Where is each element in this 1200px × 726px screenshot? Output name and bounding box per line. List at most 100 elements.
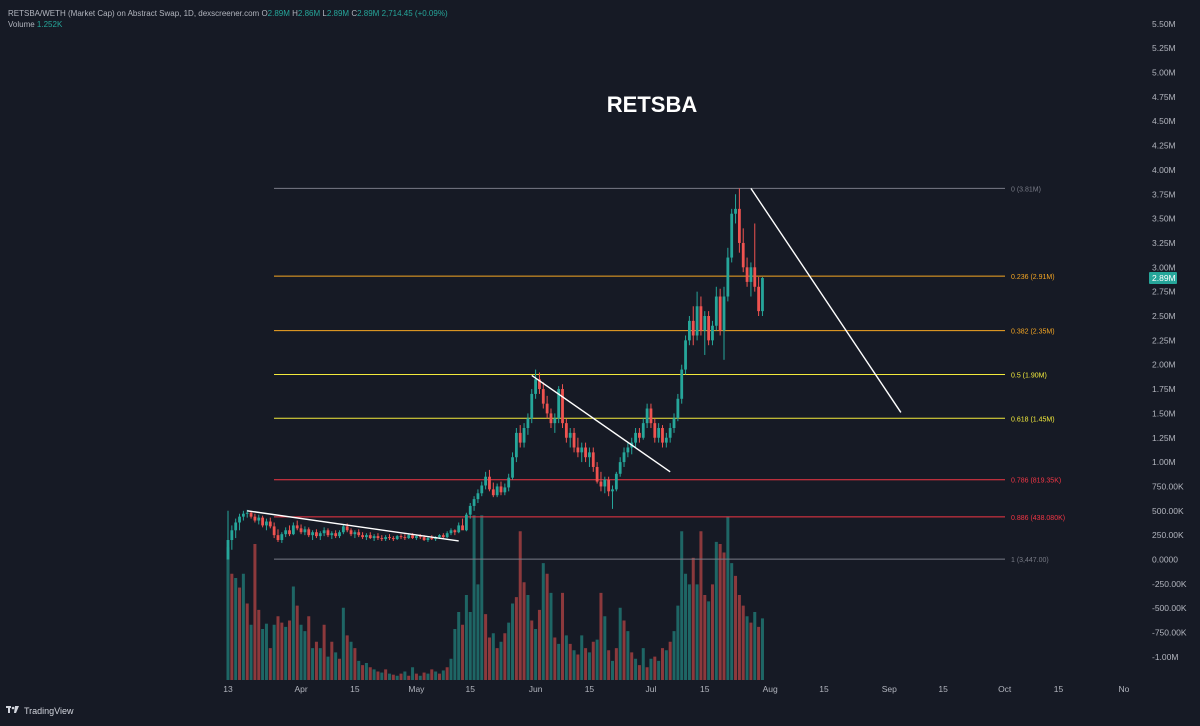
candle-body bbox=[707, 316, 711, 341]
volume-bar bbox=[249, 624, 253, 680]
price-axis-tick: -250.00K bbox=[1152, 579, 1187, 589]
trendline[interactable] bbox=[531, 374, 671, 473]
volume-bar bbox=[591, 641, 595, 680]
tradingview-logo[interactable]: TradingView bbox=[6, 705, 74, 717]
volume-bar bbox=[518, 531, 522, 680]
volume-bar bbox=[757, 626, 761, 680]
candle-body bbox=[349, 530, 353, 535]
volume-bar bbox=[288, 620, 292, 680]
candle-body bbox=[699, 306, 703, 331]
price-axis-tick: 2.00M bbox=[1152, 360, 1176, 370]
volume-bar bbox=[572, 650, 576, 680]
volume-bar bbox=[468, 612, 472, 680]
volume-bar bbox=[445, 667, 449, 680]
volume-bar bbox=[699, 531, 703, 680]
candle-body bbox=[488, 476, 491, 490]
volume-bar bbox=[487, 637, 491, 680]
symbol-header[interactable]: RETSBA/WETH (Market Cap) on Abstract Swa… bbox=[8, 9, 448, 18]
volume-bar bbox=[299, 624, 303, 680]
trendline[interactable] bbox=[750, 188, 902, 413]
fib-level-label: 0.786 (819.35K) bbox=[1011, 478, 1061, 485]
candle-body bbox=[638, 432, 641, 438]
fib-level-label: 0.618 (1.45M) bbox=[1011, 416, 1055, 423]
candle-body bbox=[480, 485, 484, 494]
volume-bar bbox=[464, 595, 468, 680]
volume-bar bbox=[618, 607, 622, 680]
candle-body bbox=[664, 437, 668, 443]
volume-bar bbox=[714, 541, 718, 680]
candle-body bbox=[438, 535, 441, 538]
volume-bar bbox=[353, 648, 357, 680]
volume-bar bbox=[257, 609, 261, 680]
trendline[interactable] bbox=[247, 510, 459, 542]
price-axis-tick: 4.00M bbox=[1152, 165, 1176, 175]
time-axis-tick: 15 bbox=[585, 684, 595, 694]
candle-body bbox=[557, 389, 561, 419]
candle-body bbox=[514, 432, 518, 458]
volume-bar bbox=[268, 648, 272, 680]
volume-bar bbox=[484, 614, 488, 680]
candle-body bbox=[568, 432, 572, 438]
volume-bar bbox=[280, 622, 284, 680]
volume-bar bbox=[449, 658, 453, 680]
candle-body bbox=[626, 447, 630, 453]
chart-title: RETSBA bbox=[607, 92, 698, 117]
trendlines[interactable] bbox=[247, 188, 902, 542]
candle-body bbox=[726, 257, 730, 297]
price-axis-tick: 500.00K bbox=[1152, 506, 1184, 516]
last-price-marker bbox=[1149, 272, 1177, 285]
time-axis[interactable]: 13 Apr 15 May 15 Jun 15 Jul 15 Aug 15 Sep 15 Oct 15 No bbox=[223, 684, 1129, 694]
volume-bar bbox=[434, 671, 438, 680]
candle-body bbox=[695, 306, 699, 336]
volume-bar bbox=[561, 592, 565, 680]
candle-body bbox=[499, 486, 503, 493]
candle-body bbox=[511, 457, 514, 478]
candle-body bbox=[634, 432, 637, 443]
volume-bar bbox=[234, 578, 238, 680]
price-axis-tick: -1.00M bbox=[1152, 652, 1178, 662]
volume-bar bbox=[549, 592, 553, 680]
volume-bar bbox=[472, 515, 476, 680]
candle-body bbox=[422, 537, 426, 541]
volume-legend[interactable]: Volume 1.252K bbox=[8, 20, 62, 29]
volume-bar bbox=[641, 648, 645, 680]
candle-body bbox=[384, 537, 388, 540]
volume-bar bbox=[261, 629, 265, 680]
candle-body bbox=[249, 512, 253, 517]
price-axis[interactable]: 5.50M 5.25M 5.00M 4.75M 4.50M 4.25M 4.00M 3.75M… bbox=[1149, 19, 1187, 662]
volume-bar bbox=[499, 641, 503, 680]
price-axis-tick: 750.00K bbox=[1152, 481, 1184, 491]
volume-bar bbox=[660, 648, 664, 680]
candle-body bbox=[415, 536, 418, 539]
candle-body bbox=[299, 528, 303, 533]
volume-bar bbox=[399, 673, 403, 680]
volume-bar bbox=[672, 631, 676, 680]
candle-body bbox=[745, 267, 749, 282]
candle-body bbox=[614, 473, 618, 490]
volume-bar bbox=[576, 654, 580, 680]
candle-body bbox=[334, 533, 338, 537]
candle-body bbox=[580, 447, 584, 453]
fibonacci-retracement[interactable]: 0 (3.81M) 0.236 (2.91M) 0.382 (2.35M) 0.5 (… bbox=[274, 186, 1065, 564]
price-axis-tick: 4.50M bbox=[1152, 116, 1176, 126]
volume-bar bbox=[607, 650, 611, 680]
volume-bar bbox=[599, 592, 603, 680]
time-axis-tick: 15 bbox=[466, 684, 476, 694]
price-axis-tick: 2.50M bbox=[1152, 311, 1176, 321]
volume-bar bbox=[537, 609, 541, 680]
candle-body bbox=[572, 432, 576, 448]
volume-bar bbox=[645, 667, 649, 680]
volume-bar bbox=[414, 673, 418, 680]
volume-bar bbox=[637, 665, 641, 680]
volume-bar bbox=[737, 595, 741, 680]
candle-body bbox=[711, 325, 714, 341]
volume-bar bbox=[345, 635, 349, 680]
volume-bar bbox=[507, 622, 511, 680]
tradingview-icon bbox=[6, 705, 20, 717]
volume-bar bbox=[564, 635, 568, 680]
volume-bar bbox=[511, 603, 515, 680]
tradingview-wordmark: TradingView bbox=[24, 706, 74, 716]
candle-body bbox=[361, 535, 364, 538]
